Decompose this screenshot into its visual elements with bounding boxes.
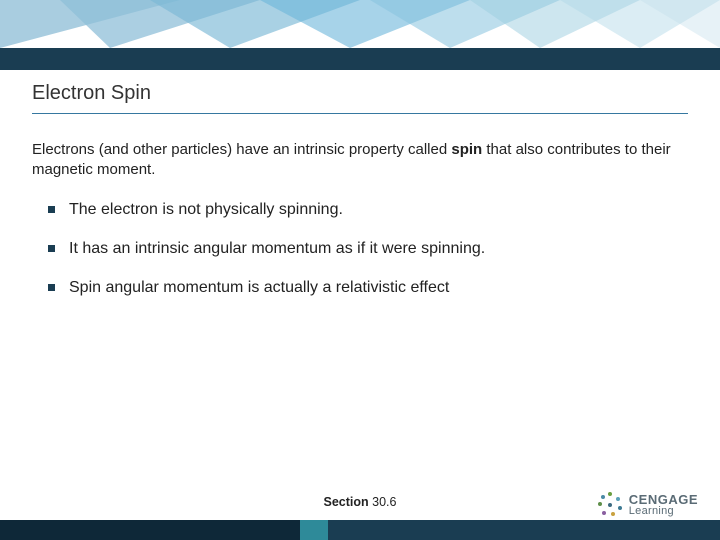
- title-underline: [32, 113, 688, 114]
- brand-logo: CENGAGE Learning: [597, 492, 698, 518]
- list-item: The electron is not physically spinning.: [48, 200, 688, 221]
- bullet-icon: [48, 206, 55, 213]
- bullet-list: The electron is not physically spinning.…: [48, 200, 688, 316]
- bullet-text: The electron is not physically spinning.: [69, 200, 343, 221]
- logo-dot-icon: [611, 512, 615, 516]
- section-label: Section: [324, 495, 369, 509]
- logo-sub-text: Learning: [629, 506, 698, 517]
- bullet-text: It has an intrinsic angular momentum as …: [69, 239, 485, 260]
- logo-dot-icon: [608, 503, 612, 507]
- logo-dot-icon: [602, 511, 606, 515]
- logo-star-icon: [597, 492, 623, 518]
- bullet-text: Spin angular momentum is actually a rela…: [69, 278, 449, 299]
- logo-dot-icon: [608, 492, 612, 496]
- logo-text: CENGAGE Learning: [629, 493, 698, 517]
- intro-before: Electrons (and other particles) have an …: [32, 141, 451, 158]
- logo-dot-icon: [601, 495, 605, 499]
- logo-dot-icon: [616, 497, 620, 501]
- logo-dot-icon: [598, 502, 602, 506]
- header-triangles: [0, 0, 720, 48]
- slide-title: Electron Spin: [32, 82, 688, 105]
- footer-bar-teal: [300, 520, 328, 540]
- footer-bar-left: [0, 520, 300, 540]
- bullet-icon: [48, 284, 55, 291]
- list-item: Spin angular momentum is actually a rela…: [48, 278, 688, 299]
- header-dark-bar: [0, 48, 720, 70]
- intro-bold: spin: [451, 141, 482, 158]
- logo-dot-icon: [618, 506, 622, 510]
- intro-paragraph: Electrons (and other particles) have an …: [32, 140, 688, 181]
- list-item: It has an intrinsic angular momentum as …: [48, 239, 688, 260]
- bullet-icon: [48, 245, 55, 252]
